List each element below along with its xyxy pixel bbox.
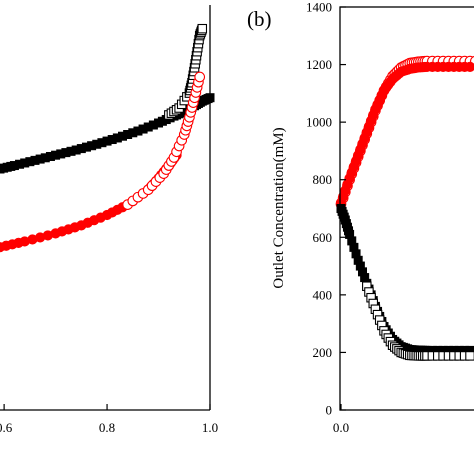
- panel-a-series-3: [122, 71, 206, 210]
- panel-b-y-tick-label: 1400: [306, 0, 332, 15]
- panel-a-series-1: [164, 23, 208, 120]
- panel-a-x-tick-label: 0.8: [99, 420, 115, 435]
- panel-b-data-point: [464, 61, 474, 72]
- panel-b-y-tick-label: 0: [326, 403, 333, 418]
- panel-b-y-tick-label: 600: [313, 230, 333, 245]
- panel-a-x-tick-label: 1.0: [202, 420, 218, 435]
- panel-a-x-ticks: 0.6 0.8 1.0: [0, 404, 218, 435]
- panel-a-plot-area: [0, 23, 215, 253]
- panel-b-series-1: [335, 61, 474, 208]
- panel-b-label: (b): [247, 7, 272, 31]
- panel-b: (b) Outlet Concentration(mM) 0 200 400 600 8…: [247, 0, 474, 435]
- panel-b-frame: [339, 6, 474, 411]
- panel-b-y-tick-label: 800: [313, 172, 333, 187]
- panel-b-series-2: [336, 204, 474, 355]
- panel-b-x-tick-label: 0.0: [333, 420, 349, 435]
- panel-b-y-tick-label: 400: [313, 287, 333, 302]
- panel-b-y-tick-label: 1000: [306, 115, 332, 130]
- panel-b-series-3: [362, 281, 474, 361]
- panel-b-y-ticks: 0 200 400 600 800 1000 1200 1400: [306, 0, 346, 418]
- panel-a-series-0: [0, 93, 215, 174]
- panel-a-data-point: [194, 71, 206, 83]
- panel-a: 0.6 0.8 1.0: [0, 5, 218, 435]
- panel-a-data-point: [197, 23, 208, 34]
- panel-b-y-tick-label: 200: [313, 345, 333, 360]
- panel-b-y-tick-label: 1200: [306, 57, 332, 72]
- panel-b-series-0: [335, 55, 474, 210]
- panel-a-x-tick-label: 0.6: [0, 420, 13, 435]
- panel-b-y-axis-title: Outlet Concentration(mM): [271, 127, 287, 288]
- panel-b-plot-area: [335, 55, 474, 361]
- panel-b-x-ticks: 0.00.5: [333, 404, 349, 435]
- panel-b-data-point: [465, 351, 474, 361]
